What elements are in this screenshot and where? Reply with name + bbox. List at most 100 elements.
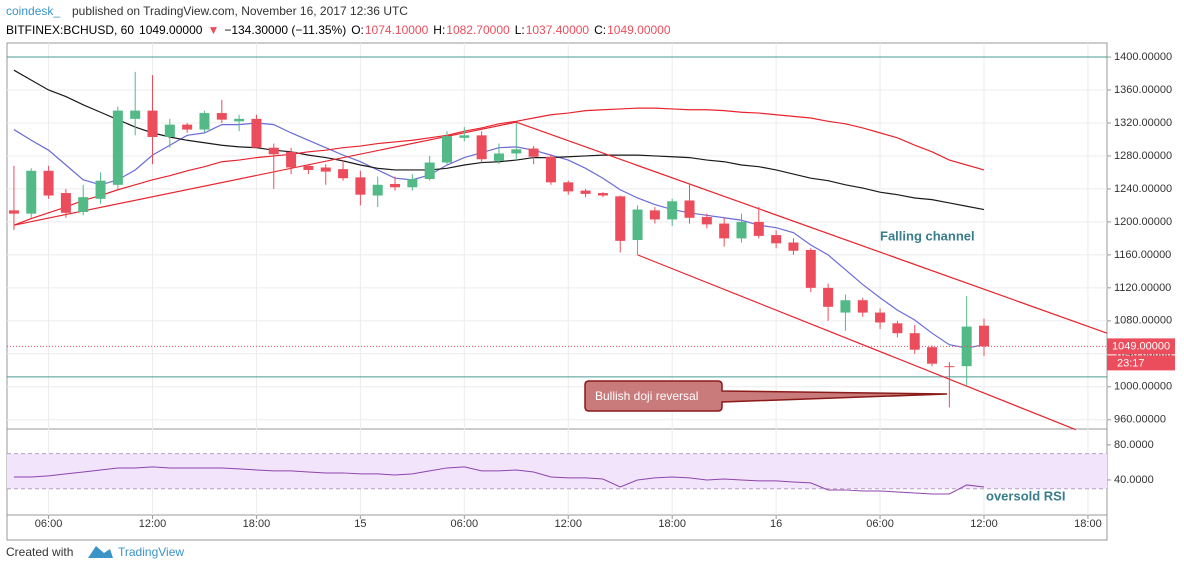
rsi-line (13, 466, 985, 495)
candle-body (909, 333, 920, 350)
x-tick-label: 15 (354, 518, 366, 530)
last-price-tag (1107, 338, 1175, 355)
channel-label: Falling channel (880, 228, 975, 243)
candle-body (597, 193, 608, 196)
quote-arrow: ▼ (207, 23, 219, 37)
y-tick-label: 1280.00000 (1114, 150, 1172, 162)
trendline (637, 254, 1077, 431)
published: published on TradingView.com, November 1… (72, 4, 408, 18)
candle-body (719, 223, 730, 239)
candle-body (684, 200, 695, 218)
footer-created: Created with (6, 545, 73, 559)
candle-body (545, 156, 556, 183)
x-tick-label: 06:00 (451, 518, 479, 530)
candle-body (147, 110, 158, 137)
quote-high-label: H: (433, 23, 445, 37)
quote-open-label: O: (351, 23, 364, 37)
y-tick-label: 1160.00000 (1114, 249, 1171, 261)
candle-body (338, 169, 349, 179)
candle-body (95, 180, 106, 199)
candle-body (268, 147, 279, 155)
candle-body (372, 184, 383, 196)
candle-body (251, 118, 262, 148)
quote-line: BITFINEX:BCHUSD, 60 1049.00000 ▼ −134.30000… (6, 23, 671, 37)
trendline (13, 121, 517, 226)
candle-body (424, 162, 435, 180)
x-tick-label: 18:00 (243, 518, 271, 530)
candle-body (736, 221, 747, 239)
candle-body (112, 110, 123, 185)
candle-body (78, 197, 89, 213)
quote-close-label: C: (594, 23, 606, 37)
candle-body (303, 165, 314, 170)
quote-low-label: L: (515, 23, 525, 37)
candle-body (961, 326, 972, 367)
candle-body (580, 190, 591, 194)
quote-high: 1082.70000 (446, 23, 510, 37)
x-tick-label: 06:00 (866, 518, 894, 530)
candle-body (164, 124, 175, 137)
callout: Bullish doji reversal (584, 380, 948, 412)
candle-body (442, 136, 452, 163)
x-tick-label: 18:00 (1074, 518, 1102, 530)
candle-body (805, 249, 816, 288)
quote-last: 1049.00000 (139, 23, 203, 37)
candle-body (875, 312, 886, 323)
candle-body (840, 300, 851, 313)
candle-body (667, 201, 678, 220)
candle-body (8, 210, 19, 214)
candle-body (390, 183, 401, 188)
quote-open: 1074.10000 (365, 23, 429, 37)
candle-body (649, 210, 660, 220)
candle-body (892, 323, 903, 334)
candle-body (60, 193, 71, 213)
candle-body (459, 135, 470, 138)
candle-body (979, 325, 990, 347)
y-tick-label: 960.00000 (1114, 414, 1166, 426)
callout-box (584, 380, 948, 412)
x-tick-label: 12:00 (139, 518, 167, 530)
y-tick-label: 1360.00000 (1114, 84, 1172, 96)
brand-logo (88, 546, 113, 558)
candle-body (407, 179, 418, 188)
quote-close: 1049.00000 (607, 23, 671, 37)
x-tick-label: 12:00 (970, 518, 998, 530)
x-tick-label: 16 (770, 518, 782, 530)
countdown: 23:17 (1117, 357, 1145, 369)
candle-body (632, 209, 643, 241)
candle-body (753, 221, 764, 236)
rsi-y-tick-label: 80.0000 (1114, 439, 1154, 451)
y-tick-label: 1080.00000 (1114, 315, 1172, 327)
candle-body (320, 167, 331, 172)
candle-body (701, 216, 712, 225)
y-tick-label: 1240.00000 (1114, 183, 1172, 195)
candle-body (528, 148, 539, 157)
author[interactable]: coindesk_ (6, 4, 60, 18)
candle-body (823, 287, 834, 307)
candle-body (615, 196, 626, 241)
x-tick-label: 12:00 (554, 518, 582, 530)
axes: 06:00 12:00 18:00 15 06:00 12:00 18:00 16 06:00 1… (35, 51, 1175, 530)
quote-low: 1037.40000 (526, 23, 590, 37)
x-tick-label: 06:00 (35, 518, 63, 530)
countdown-tag (1107, 355, 1175, 371)
footer-brand[interactable]: TradingView (118, 545, 184, 559)
plot-frame (6, 42, 1108, 541)
candle-body (476, 135, 487, 160)
quote-symbol: BITFINEX:BCHUSD, 60 (6, 23, 134, 37)
rsi-label: oversold RSI (986, 488, 1065, 503)
candle-body (234, 118, 245, 122)
candle-body (857, 300, 868, 313)
candle-body (771, 235, 782, 244)
candle-body (355, 177, 366, 195)
y-tick-label: 1320.00000 (1114, 117, 1172, 129)
candle-body (182, 124, 193, 130)
candle-body (199, 113, 210, 130)
candle-body (130, 110, 141, 119)
candle-body (26, 170, 37, 214)
y-tick-label: 1200.00000 (1114, 216, 1172, 228)
candle-body (43, 170, 54, 196)
candle-body (286, 151, 297, 168)
candle-body (511, 149, 522, 154)
